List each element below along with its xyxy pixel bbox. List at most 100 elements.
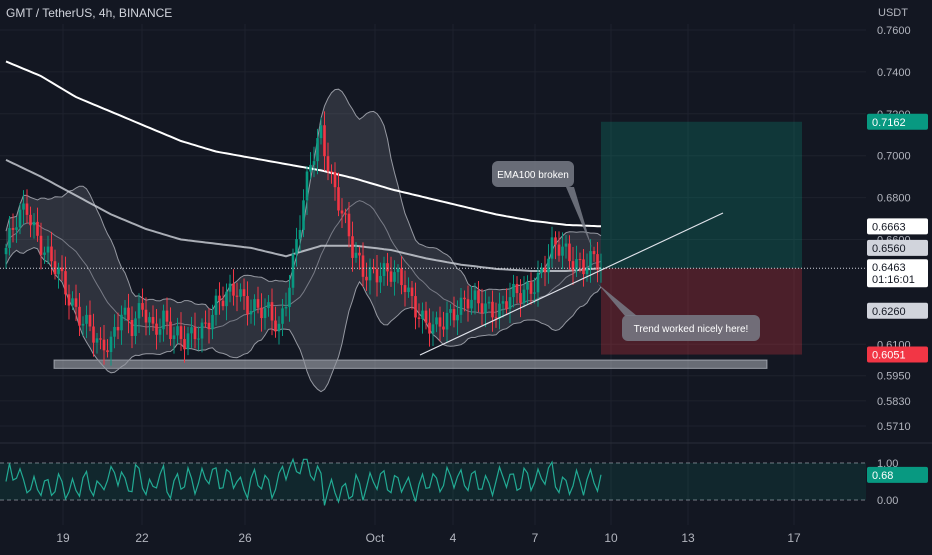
time-tick-label: Oct	[366, 531, 385, 545]
candle-body	[501, 301, 505, 304]
candle-body	[375, 269, 379, 283]
candle-body	[522, 289, 526, 303]
candle-body	[88, 314, 92, 327]
support-zone[interactable]	[53, 359, 768, 369]
callouts[interactable]: EMA100 broken Trend worked nicely here!	[492, 161, 760, 341]
ema-callout-text: EMA100 broken	[497, 170, 569, 181]
candle-body	[193, 327, 197, 340]
time-tick-label: 26	[238, 531, 252, 545]
candle-body	[421, 310, 424, 319]
time-axis[interactable]: 19 22 26 Oct 4 7 10 13 17	[56, 531, 801, 545]
candle-body	[130, 319, 134, 336]
candle-body	[46, 246, 50, 253]
candle-body	[123, 307, 127, 315]
candle-body	[291, 253, 295, 288]
candle-body	[494, 317, 498, 319]
candle-body	[277, 323, 281, 332]
candle-body	[74, 298, 78, 307]
candle-body	[120, 314, 123, 331]
candle-body	[407, 287, 410, 293]
price-tick-label: 0.5950	[877, 371, 911, 383]
trend-callout-box[interactable]	[622, 315, 760, 341]
candle-body	[53, 261, 57, 275]
price-tick-label: 0.7600	[877, 25, 911, 37]
candle-body	[197, 338, 200, 340]
candle-body	[365, 276, 368, 281]
candle-body	[319, 125, 323, 139]
price-badge-label: 0.6260	[872, 306, 906, 318]
price-badge-label: 0.6663	[872, 221, 906, 233]
time-tick-label: 22	[135, 531, 149, 545]
candle-body	[298, 229, 302, 240]
candles	[4, 111, 603, 366]
candle-body	[165, 310, 169, 322]
candle-body	[8, 228, 11, 248]
candle-body	[316, 138, 319, 162]
candle-body	[386, 263, 389, 272]
candle-body	[218, 295, 221, 301]
trendline[interactable]	[419, 212, 724, 356]
candle-body	[547, 258, 550, 273]
candle-body	[15, 227, 18, 230]
time-tick-label: 13	[681, 531, 695, 545]
candle-body	[284, 307, 288, 309]
candle-body	[99, 338, 102, 340]
candle-body	[232, 283, 235, 296]
price-badge	[867, 113, 928, 130]
candle-body	[137, 303, 141, 319]
candle-body	[417, 317, 421, 319]
price-badge-label: 0.6051	[872, 350, 906, 362]
candle-body	[225, 291, 228, 307]
chart-title: GMT / TetherUS, 4h, BINANCE	[6, 6, 172, 20]
oscillator-axis[interactable]: 1.000.000.68	[867, 458, 928, 507]
ascending-trendline[interactable]	[419, 212, 724, 356]
candle-body	[526, 282, 529, 290]
time-tick-label: 17	[787, 531, 801, 545]
price-badge-label: 0.6560	[872, 243, 906, 255]
candle-body	[372, 267, 375, 270]
candle-body	[442, 326, 445, 330]
candle-body	[302, 200, 305, 230]
oscillator-pane	[0, 457, 866, 506]
support-zone-rect[interactable]	[53, 359, 768, 369]
osc-line	[5, 457, 602, 506]
candle-body	[337, 187, 340, 211]
candle-body	[438, 317, 442, 327]
candle-body	[589, 251, 592, 269]
candle-body	[71, 298, 74, 306]
candle-body	[393, 272, 396, 282]
price-badge	[867, 259, 928, 288]
candle-body	[519, 293, 522, 303]
candle-body	[127, 307, 130, 320]
candle-body	[25, 203, 29, 215]
candle-body	[463, 297, 466, 300]
price-badge-label: 0.7162	[872, 117, 906, 129]
profit-zone[interactable]	[601, 121, 802, 269]
time-tick-label: 7	[532, 531, 539, 545]
candle-body	[214, 295, 218, 315]
price-tick-label: 0.6800	[877, 193, 911, 205]
candle-body	[330, 171, 333, 173]
countdown-label: 01:16:01	[872, 274, 915, 286]
candle-body	[452, 309, 456, 321]
candle-body	[449, 309, 452, 313]
ema-callout-box[interactable]	[492, 161, 574, 187]
candle-body	[459, 297, 463, 315]
band-basis	[5, 200, 602, 330]
candle-body	[179, 326, 183, 340]
candle-body	[207, 322, 211, 330]
price-tick-label: 0.5710	[877, 421, 911, 433]
candle-body	[323, 125, 326, 157]
candle-body	[515, 283, 519, 294]
candle-body	[113, 326, 116, 337]
candle-body	[158, 329, 162, 335]
band-fill	[6, 89, 601, 392]
candle-body	[256, 299, 260, 308]
time-tick-label: 10	[604, 531, 618, 545]
grid	[0, 24, 866, 525]
candle-body	[344, 213, 347, 215]
